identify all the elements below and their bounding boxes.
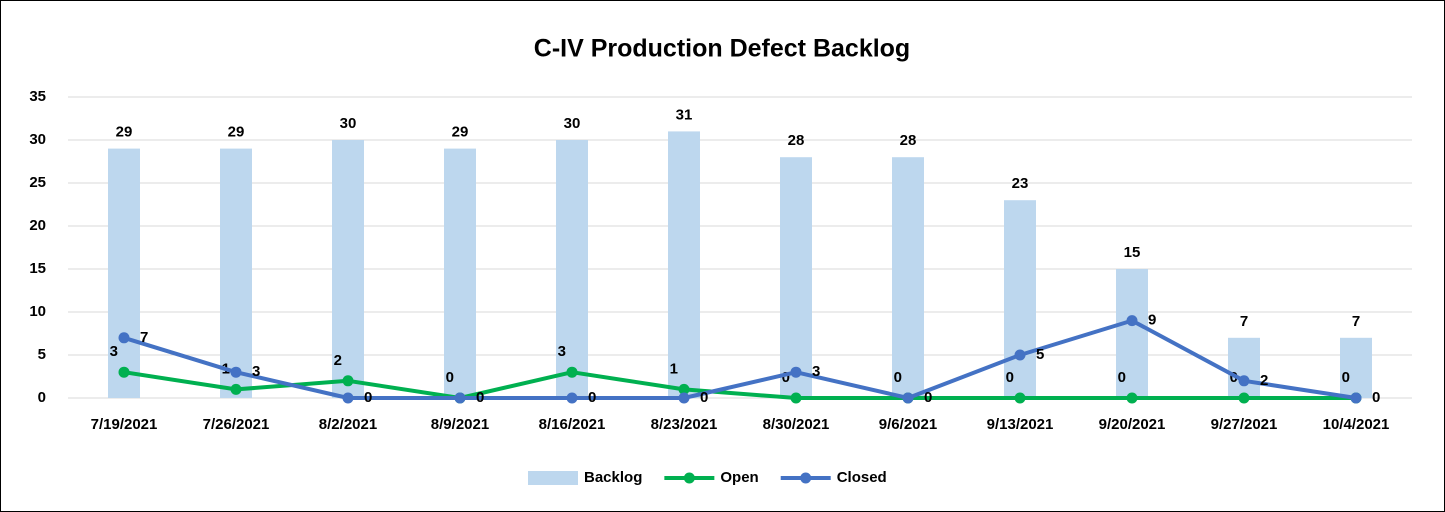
- data-label: 0: [588, 389, 596, 406]
- x-tick-label: 7/26/2021: [203, 416, 270, 433]
- bar: [1004, 200, 1036, 398]
- line-marker: [790, 392, 802, 404]
- line-marker: [1014, 392, 1026, 404]
- y-tick-label: 25: [29, 174, 46, 191]
- x-tick-label: 8/16/2021: [539, 416, 606, 433]
- data-label: 0: [894, 369, 902, 386]
- data-label: 29: [228, 124, 245, 141]
- data-label: 0: [1372, 389, 1380, 406]
- legend-label: Backlog: [584, 469, 642, 486]
- line-marker: [1350, 392, 1362, 404]
- x-tick-label: 8/2/2021: [319, 416, 377, 433]
- y-tick-label: 30: [29, 131, 46, 148]
- data-label: 1: [670, 360, 678, 377]
- legend-label: Open: [720, 469, 758, 486]
- data-label: 2: [334, 352, 342, 369]
- line-marker: [230, 366, 242, 378]
- data-label: 9: [1148, 312, 1156, 329]
- data-label: 29: [116, 124, 133, 141]
- x-tick-label: 9/20/2021: [1099, 416, 1166, 433]
- data-label: 3: [558, 343, 566, 360]
- data-label: 0: [782, 369, 790, 386]
- legend-swatch: [528, 471, 578, 485]
- line-marker: [1126, 392, 1138, 404]
- data-label: 28: [788, 132, 805, 149]
- data-label: 3: [812, 363, 820, 380]
- x-tick-label: 9/27/2021: [1211, 416, 1278, 433]
- x-tick-label: 8/30/2021: [763, 416, 830, 433]
- data-label: 3: [110, 343, 118, 360]
- data-label: 28: [900, 132, 917, 149]
- data-label: 30: [340, 115, 357, 132]
- legend-marker: [683, 472, 695, 484]
- x-tick-label: 10/4/2021: [1323, 416, 1390, 433]
- line-marker: [454, 392, 466, 404]
- x-tick-label: 9/6/2021: [879, 416, 937, 433]
- data-label: 7: [1352, 313, 1360, 330]
- line-marker: [566, 392, 578, 404]
- data-label: 0: [700, 389, 708, 406]
- line-marker: [1014, 349, 1026, 361]
- bar: [556, 140, 588, 398]
- line-marker: [1238, 392, 1250, 404]
- bar: [332, 140, 364, 398]
- line-marker: [118, 332, 130, 344]
- data-label: 29: [452, 124, 469, 141]
- data-label: 30: [564, 115, 581, 132]
- data-label: 23: [1012, 175, 1029, 192]
- data-label: 31: [676, 106, 693, 123]
- data-label: 0: [446, 369, 454, 386]
- legend-label: Closed: [837, 469, 887, 486]
- bar: [1340, 337, 1372, 398]
- legend-marker: [800, 472, 812, 484]
- y-tick-label: 20: [29, 217, 46, 234]
- line-marker: [902, 392, 914, 404]
- y-tick-label: 35: [29, 88, 46, 105]
- y-tick-label: 15: [29, 260, 46, 277]
- data-label: 7: [140, 329, 148, 346]
- bar: [892, 157, 924, 398]
- data-label: 5: [1036, 346, 1044, 363]
- x-tick-label: 9/13/2021: [987, 416, 1054, 433]
- data-label: 2: [1260, 372, 1268, 389]
- line-marker: [230, 383, 242, 395]
- bar: [780, 157, 812, 398]
- line-marker: [678, 383, 690, 395]
- line-marker: [342, 392, 354, 404]
- data-label: 0: [1342, 369, 1350, 386]
- bar: [444, 148, 476, 398]
- bar: [1228, 337, 1260, 398]
- line-marker: [1238, 375, 1250, 387]
- line-marker: [118, 366, 130, 378]
- data-label: 3: [252, 363, 260, 380]
- data-label: 15: [1124, 244, 1141, 261]
- line-marker: [566, 366, 578, 378]
- data-label: 0: [1118, 369, 1126, 386]
- y-tick-label: 0: [38, 389, 46, 406]
- line-marker: [342, 375, 354, 387]
- x-tick-label: 7/19/2021: [91, 416, 158, 433]
- y-tick-label: 10: [29, 303, 46, 320]
- bar: [108, 148, 140, 398]
- bar: [1116, 269, 1148, 398]
- x-tick-label: 8/23/2021: [651, 416, 718, 433]
- line-marker: [678, 392, 690, 404]
- line: [123, 318, 1357, 400]
- data-label: 0: [364, 389, 372, 406]
- line-marker: [790, 366, 802, 378]
- data-label: 0: [1006, 369, 1014, 386]
- line: [123, 370, 1356, 400]
- bar: [220, 148, 252, 398]
- data-label: 0: [476, 389, 484, 406]
- data-label: 7: [1240, 313, 1248, 330]
- chart-title: C-IV Production Defect Backlog: [534, 35, 910, 63]
- y-tick-label: 5: [38, 346, 46, 363]
- bar: [668, 131, 700, 398]
- data-label: 0: [924, 389, 932, 406]
- line-marker: [1126, 315, 1138, 327]
- x-tick-label: 8/9/2021: [431, 416, 489, 433]
